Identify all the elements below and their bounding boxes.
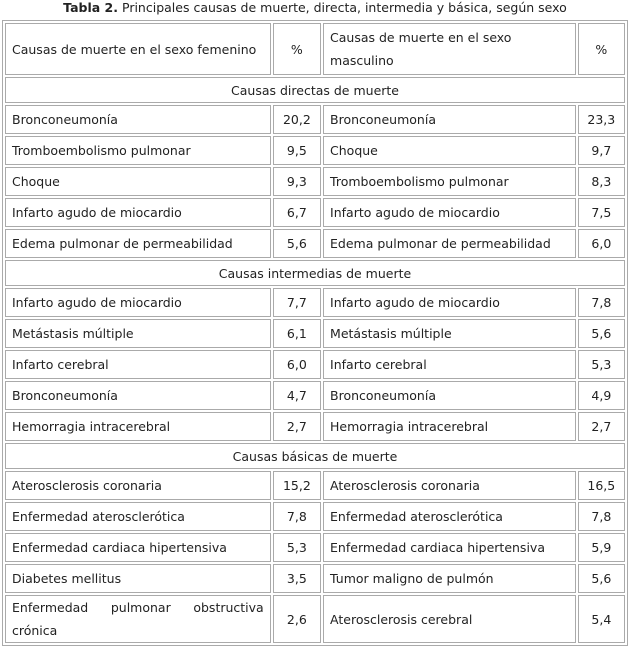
section-title: Causas directas de muerte	[5, 77, 625, 103]
cause-cell: Infarto agudo de miocardio	[5, 288, 271, 317]
percent-cell: 9,5	[272, 136, 322, 165]
table-row: Causas de muerte en el sexo femenino% Cau…	[5, 23, 625, 75]
header-cell: Causas de muerte en el sexo masculino	[323, 23, 576, 75]
cause-cell: Hemorragia intracerebral	[5, 412, 271, 441]
cause-cell: Infarto agudo de miocardio	[323, 198, 576, 227]
percent-cell: 6,7	[272, 198, 322, 227]
percent-cell: 20,2	[272, 105, 322, 134]
percent-cell: 3,5	[272, 564, 322, 593]
cause-cell: Edema pulmonar de permeabilidad	[323, 229, 576, 258]
section-title: Causas básicas de muerte	[5, 443, 625, 469]
percent-cell: 5,9	[577, 533, 625, 562]
cause-cell: Enfermedad pulmonar obstructiva crónica	[5, 595, 271, 643]
percent-cell: 15,2	[272, 471, 322, 500]
table-row: Diabetes mellitus 3,5 Tumor maligno de pul…	[5, 564, 625, 593]
table-row: Infarto agudo de miocardio 6,7 Infarto agu…	[5, 198, 625, 227]
cause-cell: Bronconeumonía	[5, 105, 271, 134]
header-cell: %	[577, 23, 625, 75]
percent-cell: 8,3	[577, 167, 625, 196]
percent-cell: 7,8	[577, 288, 625, 317]
cause-cell: Choque	[5, 167, 271, 196]
cause-cell: Enfermedad cardiaca hipertensiva	[5, 533, 271, 562]
table-row: Tromboembolismo pulmonar 9,5 Choque 9,7	[5, 136, 625, 165]
table-row: Infarto agudo de miocardio 7,7 Infarto agu…	[5, 288, 625, 317]
cause-cell: Metástasis múltiple	[5, 319, 271, 348]
percent-cell: 5,4	[577, 595, 625, 643]
table: Causas de muerte en el sexo femenino% Cau…	[2, 20, 628, 646]
cause-cell: Enfermedad cardiaca hipertensiva	[323, 533, 576, 562]
cause-cell: Enfermedad aterosclerótica	[5, 502, 271, 531]
table-row: Infarto cerebral 6,0 Infarto cerebral 5,3	[5, 350, 625, 379]
table-row: Edema pulmonar de permeabilidad 5,6 Edema …	[5, 229, 625, 258]
percent-cell: 2,7	[577, 412, 625, 441]
table-row: Enfermedad cardiaca hipertensiva 5,3 Enfer…	[5, 533, 625, 562]
cause-cell: Enfermedad aterosclerótica	[323, 502, 576, 531]
cause-cell: Tromboembolismo pulmonar	[323, 167, 576, 196]
cause-cell: Edema pulmonar de permeabilidad	[5, 229, 271, 258]
caption-label: Tabla 2.	[63, 0, 118, 15]
header-cell: Causas de muerte en el sexo femenino	[5, 23, 271, 75]
percent-cell: 6,0	[577, 229, 625, 258]
percent-cell: 6,1	[272, 319, 322, 348]
cause-cell: Aterosclerosis coronaria	[323, 471, 576, 500]
table-row: Aterosclerosis coronaria 15,2 Ateroscleros…	[5, 471, 625, 500]
cause-cell: Hemorragia intracerebral	[323, 412, 576, 441]
percent-cell: 7,5	[577, 198, 625, 227]
percent-cell: 2,6	[272, 595, 322, 643]
table-row: Enfermedad pulmonar obstructiva crónica 2…	[5, 595, 625, 643]
table-row: Hemorragia intracerebral 2,7 Hemorragia in…	[5, 412, 625, 441]
section-title: Causas intermedias de muerte	[5, 260, 625, 286]
table-row: Causas directas de muerte	[5, 77, 625, 103]
percent-cell: 4,7	[272, 381, 322, 410]
header-cell: %	[272, 23, 322, 75]
table-row: Causas intermedias de muerte	[5, 260, 625, 286]
cause-cell: Metástasis múltiple	[323, 319, 576, 348]
percent-cell: 7,8	[577, 502, 625, 531]
percent-cell: 9,3	[272, 167, 322, 196]
cause-cell: Bronconeumonía	[5, 381, 271, 410]
table-row: Metástasis múltiple 6,1 Metástasis múltipl…	[5, 319, 625, 348]
cause-cell: Aterosclerosis coronaria	[5, 471, 271, 500]
table-row: Bronconeumonía 20,2 Bronconeumonía 23,3	[5, 105, 625, 134]
table-body: Causas de muerte en el sexo femenino% Cau…	[5, 23, 625, 643]
table-row: Causas básicas de muerte	[5, 443, 625, 469]
cause-cell: Diabetes mellitus	[5, 564, 271, 593]
percent-cell: 7,7	[272, 288, 322, 317]
cause-cell: Aterosclerosis cerebral	[323, 595, 576, 643]
percent-cell: 5,3	[577, 350, 625, 379]
percent-cell: 5,6	[577, 564, 625, 593]
table-row: Bronconeumonía 4,7 Bronconeumonía 4,9	[5, 381, 625, 410]
percent-cell: 7,8	[272, 502, 322, 531]
table-row: Enfermedad aterosclerótica 7,8 Enfermedad …	[5, 502, 625, 531]
percent-cell: 5,6	[577, 319, 625, 348]
percent-cell: 2,7	[272, 412, 322, 441]
percent-cell: 23,3	[577, 105, 625, 134]
cause-cell: Tumor maligno de pulmón	[323, 564, 576, 593]
percent-cell: 9,7	[577, 136, 625, 165]
cause-cell: Infarto cerebral	[323, 350, 576, 379]
cause-cell: Infarto cerebral	[5, 350, 271, 379]
cause-cell: Infarto agudo de miocardio	[5, 198, 271, 227]
percent-cell: 5,6	[272, 229, 322, 258]
percent-cell: 16,5	[577, 471, 625, 500]
percent-cell: 4,9	[577, 381, 625, 410]
cause-cell: Bronconeumonía	[323, 105, 576, 134]
cause-cell: Bronconeumonía	[323, 381, 576, 410]
cause-cell: Infarto agudo de miocardio	[323, 288, 576, 317]
percent-cell: 5,3	[272, 533, 322, 562]
cause-cell: Tromboembolismo pulmonar	[5, 136, 271, 165]
cause-cell: Choque	[323, 136, 576, 165]
table-row: Choque 9,3 Tromboembolismo pulmonar 8,3	[5, 167, 625, 196]
caption-text: Principales causas de muerte, directa, i…	[122, 0, 567, 15]
caption: Tabla 2. Principales causas de muerte, di…	[0, 0, 630, 20]
percent-cell: 6,0	[272, 350, 322, 379]
